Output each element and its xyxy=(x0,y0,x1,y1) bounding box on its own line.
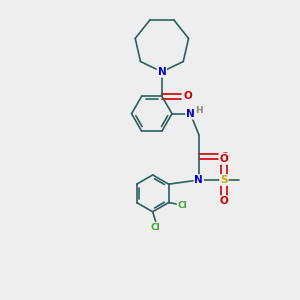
Text: O: O xyxy=(220,152,229,162)
Text: Cl: Cl xyxy=(177,201,187,210)
Text: O: O xyxy=(220,154,228,164)
Text: O: O xyxy=(183,91,192,101)
Text: N: N xyxy=(186,109,195,119)
Text: H: H xyxy=(195,106,202,115)
Text: N: N xyxy=(194,175,203,185)
Text: Cl: Cl xyxy=(151,223,160,232)
Text: S: S xyxy=(220,175,228,185)
Text: O: O xyxy=(220,196,228,206)
Text: N: N xyxy=(158,67,166,77)
